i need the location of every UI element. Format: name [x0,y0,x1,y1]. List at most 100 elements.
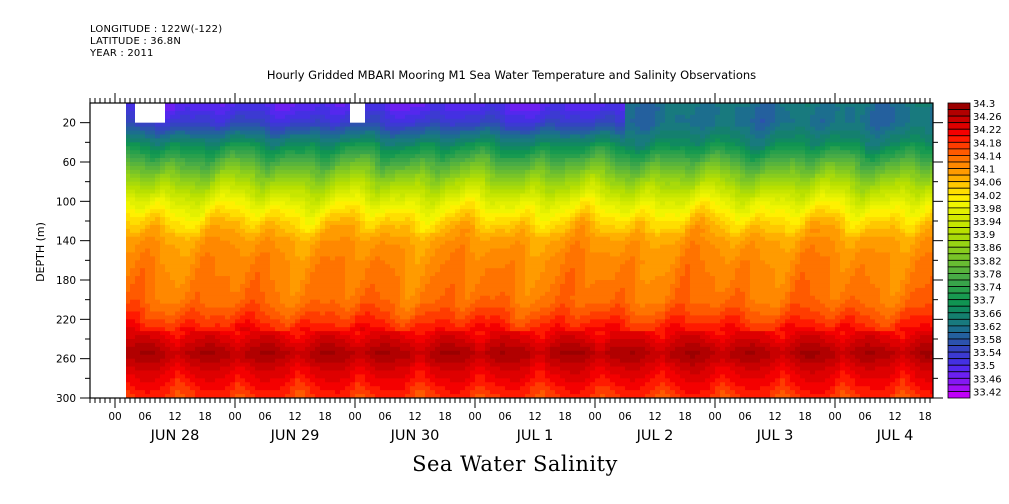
heatmap-cell [340,228,346,234]
heatmap-cell [300,303,306,309]
heatmap-cell [145,193,151,198]
heatmap-cell [290,189,296,195]
heatmap-cell [230,221,236,226]
heatmap-cell [130,370,136,375]
heatmap-cell [365,276,371,281]
heatmap-cell [145,339,151,344]
heatmap-cell [335,189,341,195]
heatmap-cell [345,264,351,269]
heatmap-cell [365,319,371,324]
heatmap-cell [420,280,426,285]
heatmap-cell [180,354,186,360]
heatmap-cell [175,327,181,332]
heatmap-cell [205,165,211,171]
heatmap-cell [400,181,406,187]
heatmap-cell [375,315,381,320]
heatmap-cell [270,118,276,124]
heatmap-cell [405,382,411,387]
heatmap-cell [240,154,246,159]
heatmap-cell [260,130,266,136]
heatmap-cell [450,331,456,336]
heatmap-cell [190,110,196,116]
heatmap-cell [155,154,161,159]
heatmap-cell [440,315,446,320]
heatmap-cell [155,193,161,198]
heatmap-cell [165,213,171,218]
heatmap-cell [315,221,321,226]
heatmap-cell [375,299,381,305]
heatmap-cell [425,169,431,175]
heatmap-cell [160,256,166,261]
heatmap-cell [330,295,336,301]
heatmap-cell [295,221,301,226]
heatmap-cell [350,185,356,191]
heatmap-cell [320,244,326,250]
heatmap-cell [340,213,346,218]
heatmap-cell [270,382,276,387]
heatmap-cell [285,232,291,238]
heatmap-cell [425,114,431,120]
heatmap-cell [290,122,296,128]
heatmap-cell [325,394,331,398]
heatmap-cell [215,370,221,375]
heatmap-cell [135,150,141,155]
heatmap-cell [375,248,381,254]
heatmap-cell [265,342,271,348]
heatmap-cell [365,362,371,368]
heatmap-cell [270,272,276,277]
heatmap-cell [270,197,276,202]
heatmap-cell [275,346,281,352]
heatmap-cell [175,272,181,277]
heatmap-cell [425,272,431,277]
heatmap-cell [255,106,261,112]
heatmap-cell [280,276,286,281]
heatmap-cell [380,382,386,387]
heatmap-cell [340,299,346,305]
heatmap-cell [170,362,176,368]
heatmap-cell [280,339,286,344]
heatmap-cell [210,224,216,230]
heatmap-cell [255,146,261,151]
heatmap-cell [395,236,401,242]
heatmap-cell [360,185,366,191]
heatmap-cell [170,130,176,136]
heatmap-cell [165,232,171,238]
heatmap-cell [260,268,266,273]
heatmap-cell [420,240,426,246]
heatmap-cell [135,236,141,242]
heatmap-cell [265,374,271,379]
heatmap-cell [325,213,331,218]
heatmap-cell [270,110,276,116]
heatmap-cell [415,122,421,128]
heatmap-cell [155,217,161,222]
heatmap-cell [390,358,396,364]
heatmap-cell [330,130,336,136]
heatmap-cell [295,193,301,198]
heatmap-cell [245,283,251,289]
heatmap-cell [315,236,321,242]
heatmap-cell [270,362,276,368]
heatmap-cell [430,374,436,379]
heatmap-cell [420,390,426,395]
heatmap-cell [260,201,266,206]
heatmap-cell [140,327,146,332]
heatmap-cell [280,232,286,238]
heatmap-cell [310,114,316,120]
heatmap-cell [310,228,316,234]
heatmap-cell [165,280,171,285]
heatmap-cell [365,150,371,155]
heatmap-cell [445,295,451,301]
heatmap-cell [165,268,171,273]
heatmap-cell [205,291,211,297]
heatmap-cell [330,106,336,112]
heatmap-cell [315,378,321,383]
heatmap-cell [240,224,246,230]
heatmap-cell [155,283,161,289]
heatmap-cell [275,311,281,316]
heatmap-cell [335,374,341,379]
heatmap-cell [275,165,281,171]
heatmap-cell [310,240,316,246]
heatmap-cell [160,280,166,285]
heatmap-cell [290,134,296,139]
heatmap-cell [235,126,241,132]
